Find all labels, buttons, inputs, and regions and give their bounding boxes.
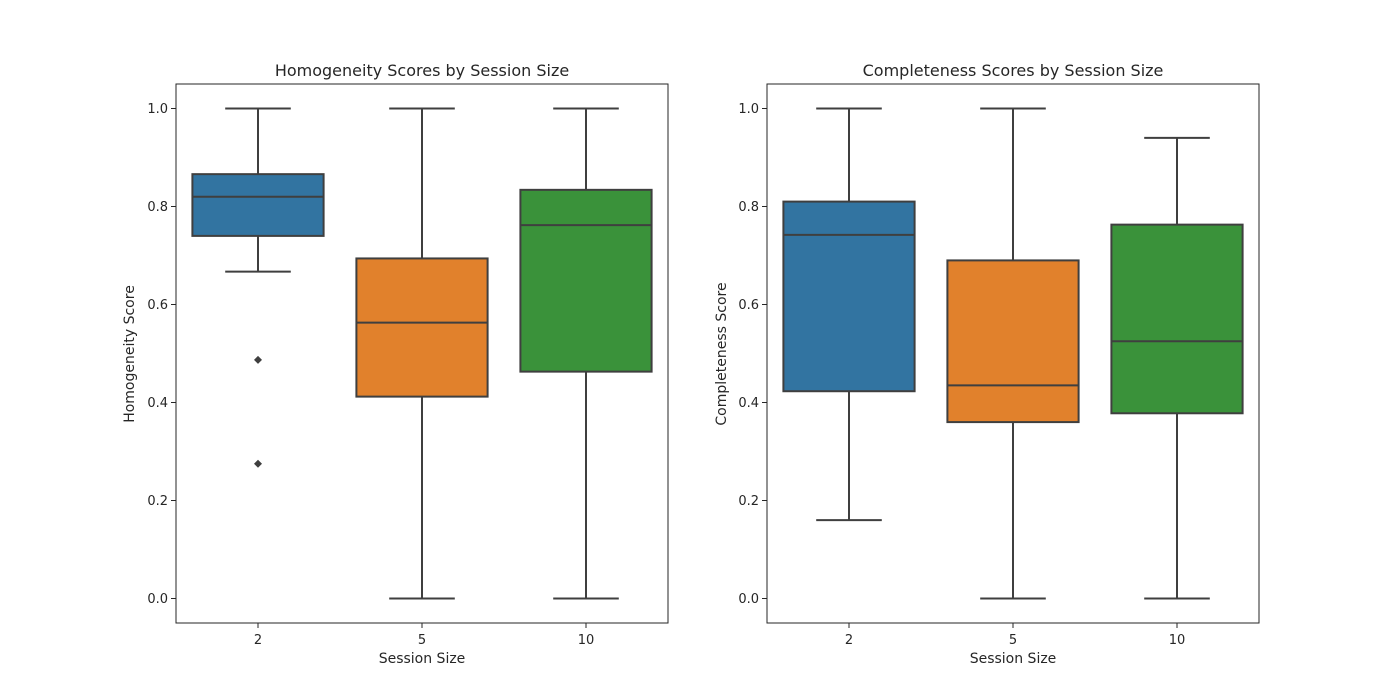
- y-tick-label: 0.2: [738, 494, 759, 509]
- y-tick-label: 1.0: [147, 102, 168, 117]
- iqr-box: [355, 257, 489, 398]
- box-5: [355, 107, 489, 600]
- x-tick-label: 2: [845, 633, 853, 648]
- iqr-box: [782, 200, 916, 393]
- homogeneity-chart: Homogeneity Scores by Session Size Homog…: [122, 61, 669, 667]
- y-tick-label: 0.2: [147, 494, 168, 509]
- y-axis-label: Completeness Score: [714, 282, 730, 425]
- y-tick-label: 0.8: [738, 200, 759, 215]
- x-tick-label: 5: [418, 633, 426, 648]
- box-10: [1110, 136, 1244, 600]
- chart-title: Completeness Scores by Session Size: [863, 61, 1164, 80]
- y-tick-label: 0.4: [738, 396, 759, 411]
- x-tick-label: 2: [254, 633, 262, 648]
- plot-area: 0.0 0.2 0.4 0.6 0.8 1.0 2 5 10: [738, 102, 1244, 648]
- iqr-box: [946, 259, 1080, 424]
- iqr-box: [519, 188, 653, 373]
- axes-frame: [175, 83, 669, 624]
- box-2: [191, 107, 325, 468]
- x-tick-label: 10: [1169, 633, 1186, 648]
- axes-frame: [766, 83, 1260, 624]
- y-tick-label: 0.4: [147, 396, 168, 411]
- iqr-box: [191, 173, 325, 237]
- box-2: [782, 107, 916, 522]
- y-tick-label: 0.6: [147, 298, 168, 313]
- y-tick-label: 1.0: [738, 102, 759, 117]
- y-tick-label: 0.0: [738, 592, 759, 607]
- plot-area: 0.0 0.2 0.4 0.6 0.8 1.0 2 5 10: [147, 102, 653, 648]
- completeness-chart: Completeness Scores by Session Size Comp…: [714, 61, 1260, 667]
- y-tick-label: 0.8: [147, 200, 168, 215]
- box-5: [946, 107, 1080, 600]
- y-axis-label: Homogeneity Score: [122, 285, 138, 423]
- box-10: [519, 107, 653, 600]
- chart-title: Homogeneity Scores by Session Size: [275, 61, 569, 80]
- iqr-box: [1110, 223, 1244, 415]
- y-tick-label: 0.0: [147, 592, 168, 607]
- x-axis-label: Session Size: [379, 651, 466, 667]
- outlier-point: [254, 355, 262, 364]
- outlier-point: [254, 459, 262, 468]
- x-axis-label: Session Size: [970, 651, 1057, 667]
- x-tick-label: 5: [1009, 633, 1017, 648]
- y-tick-label: 0.6: [738, 298, 759, 313]
- x-tick-label: 10: [578, 633, 595, 648]
